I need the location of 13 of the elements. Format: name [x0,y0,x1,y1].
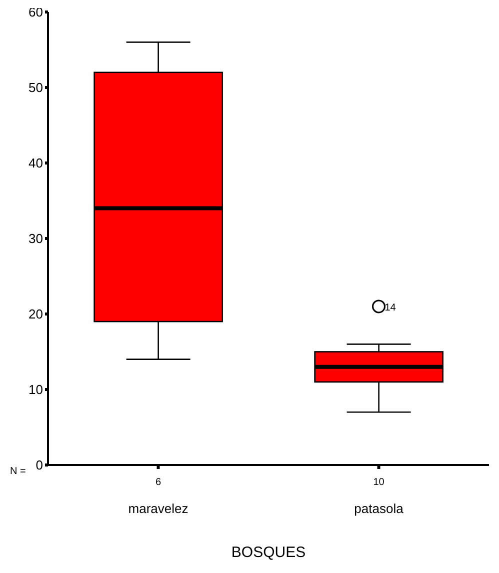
annotation: 14 [384,302,396,314]
y-tick-label: 30 [28,231,43,246]
y-tick-label: 50 [28,80,43,96]
annotation: 6 [155,477,162,488]
y-tick-label: 20 [28,306,43,322]
y-tick-label: 10 [28,382,43,398]
x-tick-label: maravelez [128,501,188,516]
x-axis-title: BOSQUES [231,544,306,561]
annotation: 10 [373,477,385,488]
x-tick-label: patasola [354,501,404,516]
y-tick-label: 40 [28,156,43,171]
y-tick-label: 0 [36,458,43,473]
text: N = [10,466,26,477]
